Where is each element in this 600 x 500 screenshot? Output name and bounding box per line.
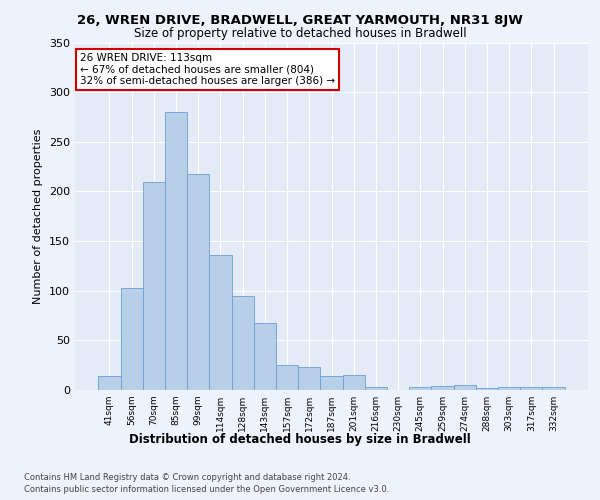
Bar xyxy=(365,387,387,390)
Bar xyxy=(254,324,276,390)
Bar xyxy=(143,182,165,390)
Bar xyxy=(476,388,498,390)
Text: Distribution of detached houses by size in Bradwell: Distribution of detached houses by size … xyxy=(129,432,471,446)
Text: Size of property relative to detached houses in Bradwell: Size of property relative to detached ho… xyxy=(134,28,466,40)
Bar xyxy=(431,386,454,390)
Bar xyxy=(542,387,565,390)
Bar xyxy=(298,367,320,390)
Bar xyxy=(276,365,298,390)
Bar xyxy=(187,174,209,390)
Bar xyxy=(232,296,254,390)
Bar xyxy=(98,376,121,390)
Bar xyxy=(454,385,476,390)
Bar xyxy=(209,255,232,390)
Text: Contains HM Land Registry data © Crown copyright and database right 2024.: Contains HM Land Registry data © Crown c… xyxy=(24,472,350,482)
Bar xyxy=(320,376,343,390)
Bar xyxy=(409,387,431,390)
Bar xyxy=(520,387,542,390)
Y-axis label: Number of detached properties: Number of detached properties xyxy=(34,128,43,304)
Bar xyxy=(343,375,365,390)
Bar xyxy=(121,288,143,390)
Bar xyxy=(498,387,520,390)
Text: Contains public sector information licensed under the Open Government Licence v3: Contains public sector information licen… xyxy=(24,485,389,494)
Text: 26 WREN DRIVE: 113sqm
← 67% of detached houses are smaller (804)
32% of semi-det: 26 WREN DRIVE: 113sqm ← 67% of detached … xyxy=(80,53,335,86)
Bar xyxy=(165,112,187,390)
Text: 26, WREN DRIVE, BRADWELL, GREAT YARMOUTH, NR31 8JW: 26, WREN DRIVE, BRADWELL, GREAT YARMOUTH… xyxy=(77,14,523,27)
